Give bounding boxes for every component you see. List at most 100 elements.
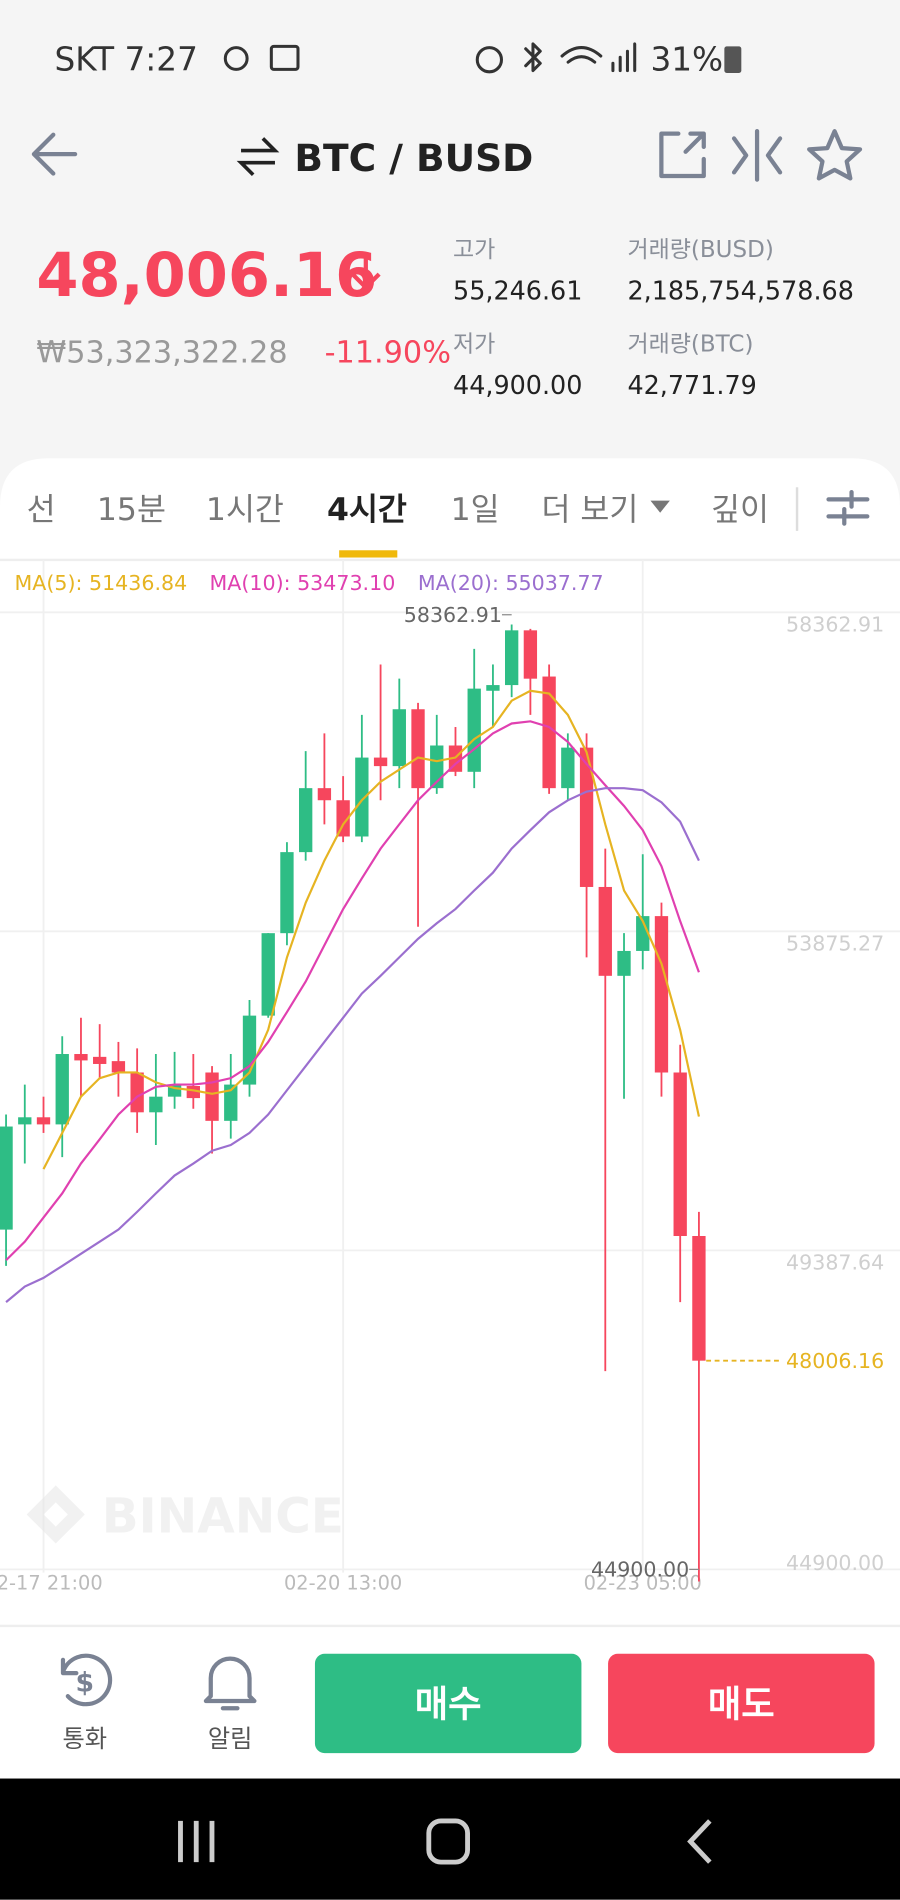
stat-label: 거래량(BUSD) — [627, 237, 773, 263]
watermark: BINANCE — [26, 1485, 344, 1545]
stat-value: 42,771.79 — [627, 370, 756, 400]
candle-body — [242, 1015, 257, 1085]
alert-button[interactable]: 알림 — [203, 1656, 257, 1753]
tab-underline — [339, 550, 398, 558]
nav-recents[interactable] — [178, 1820, 215, 1863]
currency-button[interactable]: $ 통화 — [60, 1653, 113, 1753]
high-label: 58362.91 — [404, 603, 502, 627]
tab[interactable]: 더 보기 — [541, 492, 638, 528]
candle-body — [55, 1054, 69, 1125]
candle-body — [149, 1096, 163, 1113]
buy-button[interactable] — [314, 1653, 582, 1754]
candle-body — [74, 1054, 88, 1061]
candle-body — [636, 916, 650, 951]
stat-label: 고가 — [453, 237, 495, 263]
y-tick-label: 53875.27 — [786, 932, 884, 956]
candle-body — [467, 688, 481, 772]
last-price-label: 48006.16 — [786, 1349, 884, 1373]
candle-body — [111, 1061, 126, 1073]
candle-body — [411, 709, 425, 789]
back-button[interactable] — [31, 132, 78, 176]
buy-label: 매수 — [415, 1683, 482, 1726]
candle-body — [93, 1056, 107, 1064]
x-tick-label: 02-17 21:00 — [0, 1572, 103, 1595]
candle-body — [617, 950, 631, 976]
settings-button[interactable] — [826, 490, 870, 526]
y-tick-label: 58362.91 — [786, 613, 884, 637]
stat-value: 44,900.00 — [453, 370, 582, 400]
candle-body — [373, 757, 388, 767]
favorite-button[interactable] — [807, 129, 863, 181]
watermark-text: BINANCE — [102, 1489, 344, 1545]
low-label: 44900.00 — [591, 1558, 689, 1582]
y-tick-label: 44900.00 — [786, 1551, 884, 1575]
stat-label: 거래량(BTC) — [627, 332, 753, 358]
ma-line — [42, 689, 700, 1170]
button-label: 알림 — [208, 1725, 253, 1753]
sell-label: 매도 — [708, 1683, 775, 1726]
stat-value: 2,185,754,578.68 — [627, 276, 853, 306]
tab[interactable]: 깊이 — [711, 492, 769, 528]
status-time: SKT 7:27 — [55, 41, 198, 79]
candle-body — [523, 630, 538, 679]
candle-body — [355, 757, 369, 837]
stat-label: 저가 — [453, 332, 495, 358]
down-arrow — [350, 254, 381, 291]
sell-button[interactable] — [608, 1653, 875, 1754]
tab-active[interactable]: 4시간 — [327, 492, 407, 528]
tab[interactable]: 15분 — [97, 492, 166, 528]
candle-body — [205, 1072, 219, 1121]
plot-area: 58362.91 53875.27 49387.64 44900.00 02-17 21… — [0, 559, 900, 1595]
nav-back[interactable] — [687, 1819, 712, 1864]
status-icons — [223, 42, 637, 74]
candle-body — [36, 1117, 51, 1125]
candle-body — [692, 1236, 706, 1361]
legend-entry: MA(5): 51436.84 — [15, 571, 188, 595]
dropdown-caret — [650, 500, 670, 513]
stat-value: 55,246.61 — [453, 276, 582, 306]
candle-body — [673, 1072, 687, 1237]
chart-card — [0, 458, 900, 1779]
button-label: 통화 — [63, 1725, 108, 1753]
change-percent: -11.90% — [325, 336, 451, 371]
krw-price: ₩53,323,322.28 — [36, 336, 287, 371]
candle-body — [486, 685, 500, 691]
candle-body — [224, 1084, 238, 1121]
candle-body — [542, 676, 556, 789]
tab[interactable]: 선 — [27, 492, 56, 528]
ma-line — [5, 720, 700, 1261]
battery-icon — [724, 46, 742, 74]
candle-body — [654, 916, 669, 1073]
candle-body — [261, 933, 275, 1016]
nav-bar — [0, 1778, 900, 1900]
candle-body — [18, 1117, 32, 1125]
legend-entry: MA(20): 55037.77 — [418, 571, 604, 595]
swap-icon[interactable] — [236, 137, 280, 177]
candle-body — [336, 800, 350, 837]
candle-body — [392, 709, 406, 767]
candle-body — [299, 788, 313, 853]
tab[interactable]: 1시간 — [206, 492, 284, 528]
candle-body — [130, 1072, 144, 1113]
nav-home[interactable] — [426, 1818, 470, 1865]
candle-body — [561, 747, 575, 789]
candle-body — [280, 852, 294, 934]
ma-line — [5, 787, 700, 1303]
x-tick-label: 02-20 13:00 — [284, 1572, 402, 1595]
share-button[interactable] — [659, 131, 706, 179]
candle-body — [504, 630, 519, 686]
candle-body — [579, 747, 594, 887]
pair-title[interactable]: BTC / BUSD — [294, 136, 533, 180]
compare-button[interactable] — [731, 129, 783, 182]
candle-body — [317, 788, 332, 801]
last-price: 48,006.16 — [36, 241, 377, 311]
status-battery: 31% — [650, 41, 723, 79]
tab[interactable]: 1일 — [451, 492, 500, 528]
legend-entry: MA(10): 53473.10 — [210, 571, 396, 595]
candle-body — [598, 886, 612, 976]
x-tick-label: 02-23 05:00 — [584, 1572, 702, 1595]
candle-body — [448, 745, 463, 772]
candle-body — [0, 1126, 13, 1230]
